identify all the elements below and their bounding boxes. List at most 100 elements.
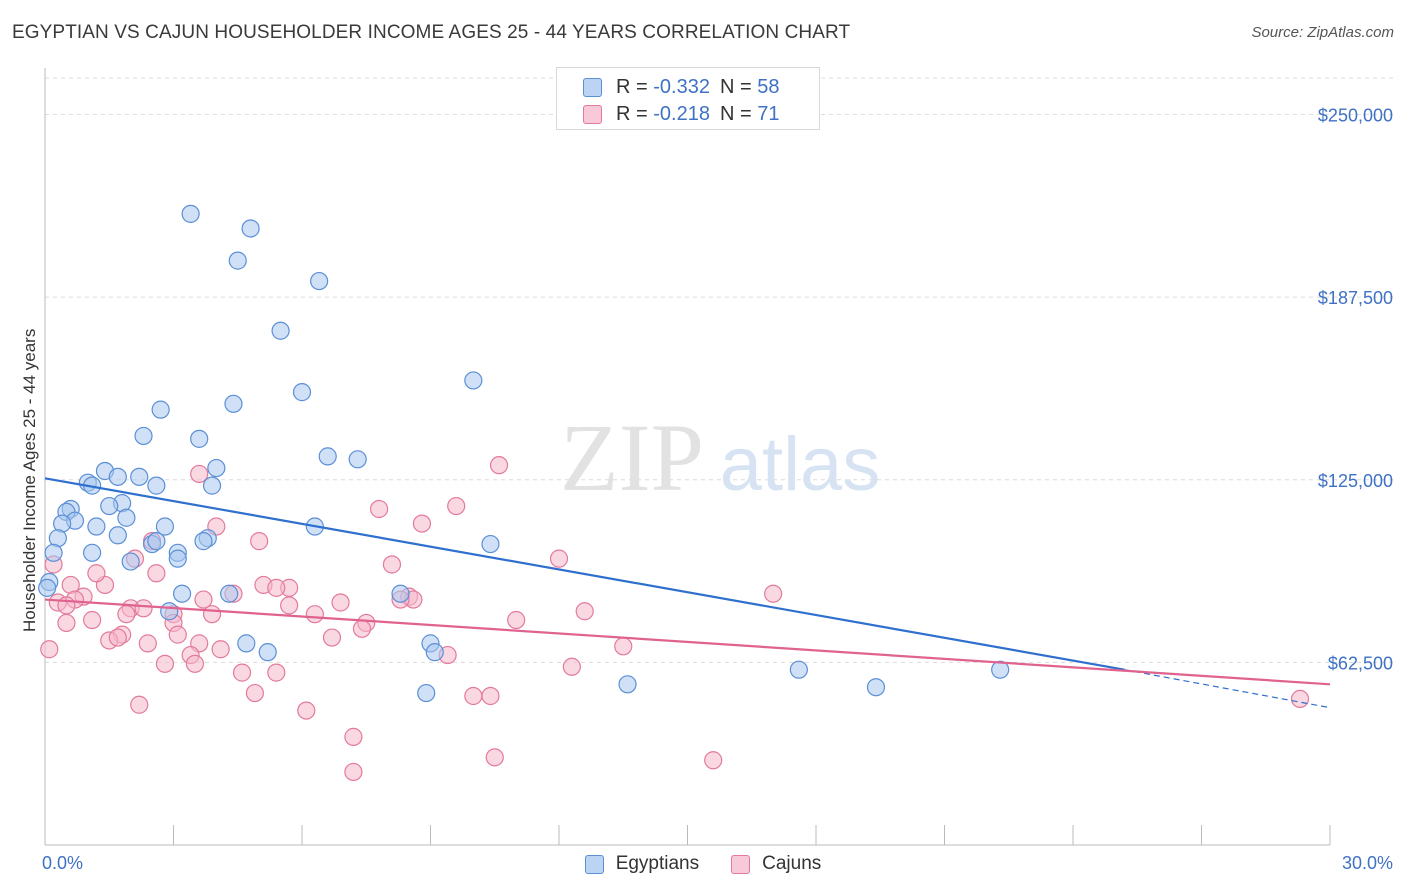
egyptian-point bbox=[83, 543, 102, 562]
cajun-point bbox=[147, 564, 166, 583]
cajun-point bbox=[130, 695, 149, 714]
legend-r-label: R = bbox=[616, 75, 648, 98]
egyptian-point bbox=[618, 675, 637, 694]
cajun-point bbox=[370, 499, 389, 519]
egyptian-point bbox=[108, 467, 127, 486]
cajun-point bbox=[344, 727, 363, 746]
egyptian-point bbox=[151, 400, 170, 419]
egyptian-point bbox=[258, 643, 277, 662]
egyptian-point bbox=[348, 450, 367, 469]
cajun-point bbox=[57, 613, 76, 633]
egyptian-point bbox=[391, 584, 410, 603]
cajun-point bbox=[168, 625, 187, 644]
egyptian-point bbox=[202, 476, 222, 495]
egyptian-point bbox=[866, 678, 886, 697]
egyptian-point bbox=[181, 204, 200, 223]
cajun-point bbox=[267, 663, 286, 682]
cajun-point bbox=[575, 602, 594, 621]
y-tick-label: $250,000 bbox=[1318, 106, 1393, 126]
cajun-point bbox=[352, 619, 372, 638]
egyptians-trend-line bbox=[44, 477, 1125, 671]
cajun-point bbox=[704, 751, 723, 770]
egyptian-point bbox=[87, 517, 106, 536]
cajun-point bbox=[764, 584, 783, 603]
legend-swatch-egyptians bbox=[584, 854, 604, 874]
cajun-point bbox=[57, 596, 76, 615]
cajun-point bbox=[614, 637, 633, 656]
cajun-point bbox=[40, 640, 59, 659]
cajun-point bbox=[280, 596, 299, 615]
cajun-point bbox=[322, 628, 342, 647]
legend-swatch-cajuns bbox=[583, 104, 602, 124]
cajun-point bbox=[489, 456, 509, 475]
legend-item-cajuns: Cajuns bbox=[731, 851, 821, 877]
egyptian-point bbox=[121, 552, 140, 571]
egyptian-point bbox=[147, 532, 166, 551]
cajun-point bbox=[562, 657, 581, 676]
grid-lines bbox=[45, 77, 1395, 663]
egyptian-point bbox=[38, 578, 57, 597]
egyptian-point bbox=[207, 458, 226, 478]
egyptian-point bbox=[318, 447, 337, 466]
x-tick-label: 30.0% bbox=[1342, 853, 1393, 873]
egyptian-point bbox=[228, 251, 247, 270]
cajun-point bbox=[331, 593, 350, 612]
egyptian-point bbox=[220, 584, 239, 603]
cajuns-trend-line bbox=[44, 598, 1331, 686]
cajun-point bbox=[1290, 689, 1310, 709]
legend-n-label: N = bbox=[720, 75, 752, 98]
legend-r-value: -0.218 bbox=[653, 102, 710, 125]
x-tick-labels: 0.0% 30.0% bbox=[42, 853, 1393, 873]
legend-row-egyptians: R = -0.332 N = 58 bbox=[583, 75, 780, 99]
correlation-legend: R = -0.332 N = 58 R = -0.218 N = 71 bbox=[556, 67, 820, 130]
cajun-point bbox=[190, 464, 209, 484]
egyptian-point bbox=[241, 219, 260, 238]
cajun-point bbox=[464, 686, 483, 706]
cajun-point bbox=[232, 663, 252, 682]
legend-item-egyptians: Egyptians bbox=[584, 851, 700, 877]
cajun-point bbox=[305, 605, 324, 624]
legend-r-label: R = bbox=[616, 102, 648, 125]
cajun-point bbox=[185, 654, 205, 673]
egyptian-point bbox=[481, 534, 500, 554]
cajun-point bbox=[117, 605, 136, 624]
watermark-atlas: atlas bbox=[720, 422, 881, 507]
legend-label-cajuns: Cajuns bbox=[762, 853, 822, 874]
legend-label-egyptians: Egyptians bbox=[615, 853, 700, 874]
cajun-point bbox=[245, 683, 264, 703]
cajun-point bbox=[549, 549, 569, 568]
cajun-point bbox=[211, 640, 230, 659]
legend-n-label: N = bbox=[720, 102, 752, 125]
egyptian-point bbox=[117, 508, 136, 527]
egyptian-point bbox=[190, 429, 209, 448]
axes bbox=[44, 68, 1331, 846]
y-axis-label: Householder Income Ages 25 - 44 years bbox=[20, 328, 39, 632]
legend-swatch-cajuns bbox=[731, 854, 751, 874]
cajun-point bbox=[267, 578, 286, 597]
egyptian-point bbox=[292, 383, 312, 402]
cajun-point bbox=[412, 514, 432, 533]
legend-n-value: 71 bbox=[757, 102, 780, 125]
trend-lines bbox=[44, 477, 1331, 709]
egyptian-point bbox=[44, 543, 63, 562]
egyptian-point bbox=[991, 660, 1010, 679]
chart-title: EGYPTIAN VS CAJUN HOUSEHOLDER INCOME AGE… bbox=[12, 22, 851, 43]
legend-row-cajuns: R = -0.218 N = 71 bbox=[583, 102, 780, 126]
legend-n-value: 58 bbox=[757, 75, 780, 98]
cajun-point bbox=[83, 610, 102, 630]
source-label: Source: ZipAtlas.com bbox=[1251, 24, 1394, 41]
y-tick-label: $62,500 bbox=[1328, 653, 1393, 673]
y-tick-label: $125,000 bbox=[1318, 471, 1393, 491]
cajun-point bbox=[202, 605, 222, 624]
cajun-point bbox=[155, 654, 175, 673]
egyptian-point bbox=[194, 532, 213, 551]
cajun-point bbox=[250, 532, 269, 551]
cajun-point bbox=[108, 628, 127, 647]
x-tick-label: 0.0% bbox=[42, 853, 83, 873]
legend-swatch-egyptians bbox=[583, 77, 602, 97]
series-legend: Egyptians Cajuns bbox=[0, 851, 1406, 877]
cajun-point bbox=[194, 590, 213, 609]
cajun-point bbox=[507, 610, 526, 630]
egyptian-point bbox=[168, 549, 187, 568]
